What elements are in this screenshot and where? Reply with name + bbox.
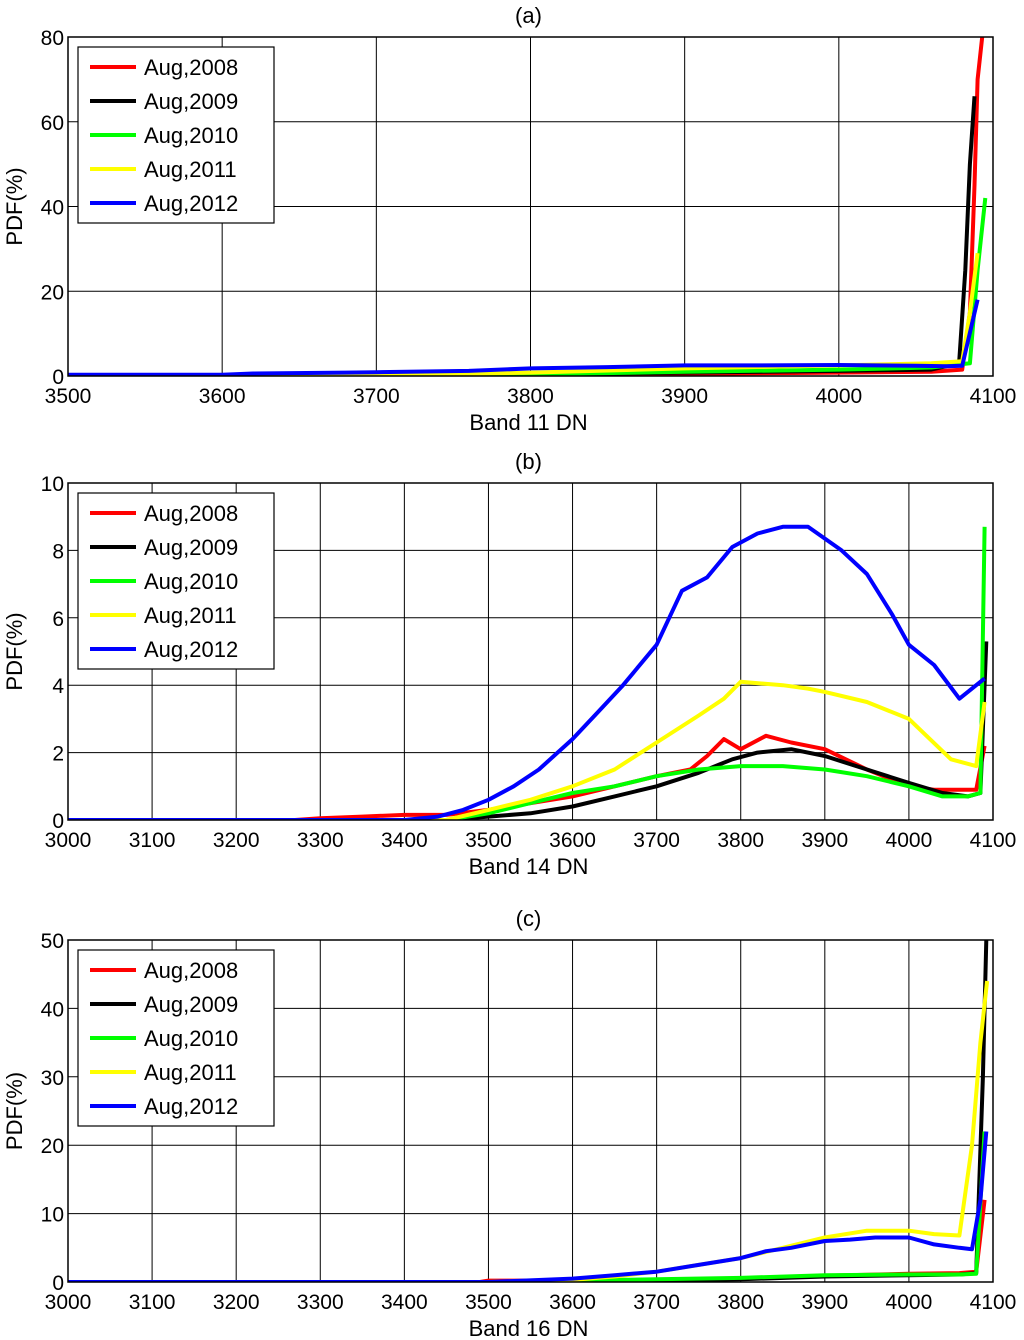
x-tick-label: 3600 [199,385,246,408]
x-tick-label: 3900 [801,1291,848,1314]
x-tick-label: 3200 [213,1291,260,1314]
legend-entry: Aug,2009 [144,992,238,1017]
y-tick-label: 20 [41,281,64,304]
legend-entry: Aug,2008 [144,55,238,80]
x-tick-label: 3800 [507,385,554,408]
series-line-2012 [68,1131,989,1282]
legend-entry: Aug,2011 [144,157,237,182]
x-tick-label: 4100 [970,1291,1017,1314]
x-tick-label: 3500 [465,829,512,852]
x-tick-label: 3800 [717,829,764,852]
x-tick-label: 3900 [801,829,848,852]
x-tick-label: 3300 [297,1291,344,1314]
series-line-2009 [68,641,989,820]
y-tick-label: 20 [41,1135,64,1158]
x-tick-label: 3700 [633,829,680,852]
legend: Aug,2008 Aug,2009 Aug,2010 Aug,2011 Aug,2012 [77,949,275,1127]
y-axis-label: PDF(%) [2,1072,27,1150]
series-line-2012 [68,299,980,376]
legend-entry: Aug,2009 [144,89,238,114]
legend-entry: Aug,2011 [144,1060,237,1085]
legend-entry: Aug,2011 [144,603,237,628]
x-tick-label: 4000 [886,829,933,852]
panel-label: (c) [516,906,542,931]
y-tick-label: 0 [52,1272,64,1295]
plot-frame [67,939,994,1283]
legend: Aug,2008 Aug,2009 Aug,2010 Aug,2011 Aug,2012 [77,46,275,224]
chart-panel: (c) 3000 3100 3200 3300 3400 3500 3600 3700 3800 3… [2,906,1016,1340]
legend-entry: Aug,2010 [144,1026,238,1051]
panel-label: (a) [515,3,542,28]
legend-entry: Aug,2012 [144,637,238,662]
legend: Aug,2008 Aug,2009 Aug,2010 Aug,2011 Aug,2012 [77,492,275,670]
x-axis-label: Band 14 DN [469,854,589,879]
series-line-2010 [68,526,987,820]
series-line-2010 [68,1131,987,1282]
series-line-2011 [68,252,980,376]
x-tick-label: 3900 [661,385,708,408]
x-tick-label: 3300 [297,829,344,852]
y-axis-label: PDF(%) [2,167,27,245]
legend-entry: Aug,2012 [144,191,238,216]
x-tick-label: 3600 [549,829,596,852]
x-tick-label: 3500 [465,1291,512,1314]
x-tick-label: 3100 [129,829,176,852]
plot-frame [67,482,994,821]
y-tick-label: 10 [41,1204,64,1227]
x-tick-label: 4100 [970,829,1017,852]
panel-label: (b) [515,449,542,474]
chart-panel: (a) 3500 3600 3700 3800 3900 4000 4100 0 20 40 60 80… [2,3,1016,435]
y-tick-label: 80 [41,27,64,50]
legend-entry: Aug,2012 [144,1094,238,1119]
legend-entry: Aug,2009 [144,535,238,560]
y-tick-label: 50 [41,930,64,953]
x-tick-label: 4100 [970,385,1017,408]
y-tick-label: 4 [52,675,64,698]
x-tick-label: 3000 [45,1291,92,1314]
x-tick-label: 3000 [45,829,92,852]
x-tick-label: 3700 [633,1291,680,1314]
plot-frame [67,36,994,377]
y-tick-label: 8 [52,540,64,563]
x-tick-label: 3200 [213,829,260,852]
y-tick-label: 2 [52,743,64,766]
y-tick-label: 0 [52,810,64,833]
y-tick-label: 6 [52,608,64,631]
x-axis-label: Band 16 DN [469,1316,589,1340]
x-tick-label: 3500 [45,385,92,408]
legend-entry: Aug,2008 [144,958,238,983]
x-tick-label: 3400 [381,1291,428,1314]
y-tick-label: 10 [41,473,64,496]
x-tick-label: 4000 [886,1291,933,1314]
y-tick-label: 40 [41,998,64,1021]
y-tick-label: 0 [52,366,64,389]
series-line-2010 [68,197,988,376]
x-tick-label: 3400 [381,829,428,852]
legend-entry: Aug,2010 [144,123,238,148]
x-tick-label: 3100 [129,1291,176,1314]
legend-entry: Aug,2010 [144,569,238,594]
legend-entry: Aug,2008 [144,501,238,526]
chart-panel: (b) 3000 3100 3200 3300 3400 3500 3600 3700 3800 3… [2,449,1016,879]
x-tick-label: 3800 [717,1291,764,1314]
x-tick-label: 3600 [549,1291,596,1314]
x-tick-label: 3700 [353,385,400,408]
y-tick-label: 30 [41,1067,64,1090]
series-line-2011 [68,679,987,820]
y-axis-label: PDF(%) [2,612,27,690]
y-tick-label: 40 [41,197,64,220]
y-tick-label: 60 [41,112,64,135]
series-line-2012 [68,524,986,820]
x-tick-label: 4000 [815,385,862,408]
x-axis-label: Band 11 DN [469,410,587,435]
